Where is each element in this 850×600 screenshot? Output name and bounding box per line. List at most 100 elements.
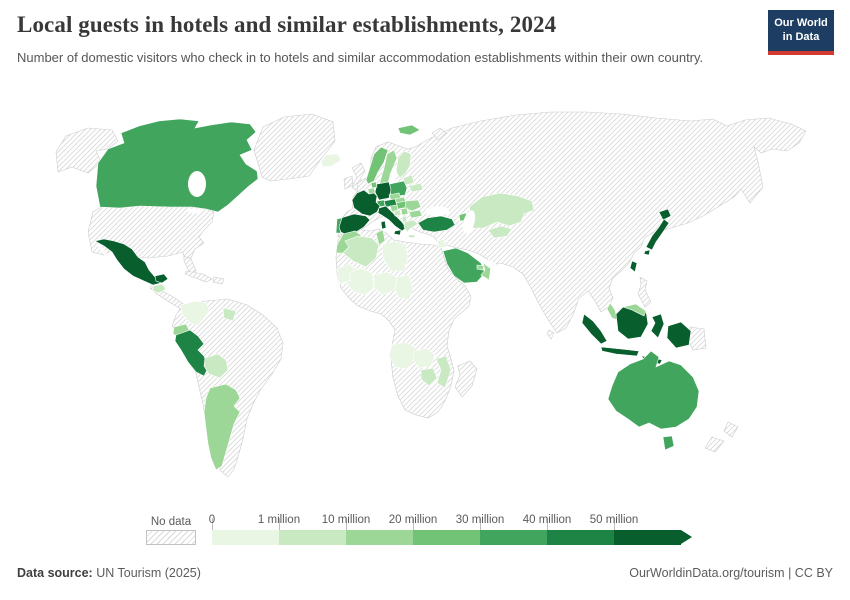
country-croatia[interactable]	[389, 204, 399, 213]
no-data-new-zealand-south[interactable]	[704, 436, 725, 453]
country-greenland[interactable]	[253, 113, 336, 182]
legend-band-30-40m[interactable]	[480, 530, 547, 545]
legend-boundary-label: 30 million	[455, 514, 505, 526]
country-japan-honshu[interactable]	[645, 218, 670, 251]
country-zimbabwe[interactable]	[420, 367, 438, 387]
country-france[interactable]	[351, 189, 381, 217]
no-data-hispaniola[interactable]	[212, 276, 225, 285]
persian-gulf	[483, 259, 501, 273]
country-kazakhstan[interactable]	[467, 192, 535, 229]
country-italy-sardinia[interactable]	[380, 220, 387, 230]
country-united-states[interactable]	[87, 205, 215, 259]
page-subtitle: Number of domestic visitors who check in…	[17, 50, 704, 65]
country-bosnia[interactable]	[393, 209, 402, 217]
legend-band-50m+[interactable]	[614, 530, 681, 545]
country-serbia[interactable]	[400, 207, 409, 216]
legend-no-data-swatch[interactable]	[146, 530, 196, 545]
country-bulgaria[interactable]	[408, 209, 423, 219]
country-indonesia-papua[interactable]	[666, 321, 692, 349]
country-libya[interactable]	[381, 240, 409, 272]
country-finland[interactable]	[395, 150, 412, 179]
country-germany[interactable]	[374, 181, 392, 201]
country-mozambique[interactable]	[435, 355, 452, 389]
no-data-novaya-zemlya[interactable]	[431, 127, 447, 141]
country-australia[interactable]	[607, 350, 700, 430]
country-colombia[interactable]	[180, 300, 211, 327]
country-italy[interactable]	[377, 205, 407, 232]
owid-logo-accent-bar	[768, 50, 834, 55]
country-zambia[interactable]	[412, 347, 436, 369]
no-data-sri-lanka[interactable]	[546, 329, 555, 340]
country-guyana[interactable]	[222, 307, 237, 322]
no-data-new-zealand-north[interactable]	[723, 421, 739, 438]
country-indonesia-sumatra[interactable]	[581, 313, 608, 345]
country-chad[interactable]	[394, 274, 414, 301]
country-greece-crete[interactable]	[407, 234, 416, 239]
world-map	[55, 111, 807, 478]
country-japan-kyushu[interactable]	[643, 249, 651, 256]
map-legend: No data 0 1 million 10 million 20 million 30…	[0, 514, 850, 554]
country-netherlands[interactable]	[370, 181, 378, 189]
country-norway-svalbard[interactable]	[397, 124, 421, 136]
no-data-philippines[interactable]	[637, 276, 652, 308]
country-united-states-florida[interactable]	[183, 255, 197, 274]
country-malaysia-borneo[interactable]	[621, 303, 647, 317]
country-turkey[interactable]	[417, 215, 456, 233]
owid-logo: Our World in Data	[768, 10, 834, 55]
legend-tick	[212, 518, 213, 530]
no-data-cuba[interactable]	[184, 270, 213, 283]
footer-source-value: UN Tourism (2025)	[96, 566, 201, 580]
country-ireland[interactable]	[343, 175, 354, 190]
footer-attribution[interactable]: OurWorldinData.org/tourism | CC BY	[629, 566, 833, 580]
country-japan-hokkaido[interactable]	[658, 208, 672, 221]
legend-tick	[279, 518, 280, 530]
country-albania[interactable]	[401, 215, 408, 223]
country-norway[interactable]	[365, 146, 389, 185]
caspian-sea	[462, 210, 476, 234]
legend-boundary-label: 40 million	[522, 514, 572, 526]
country-iceland[interactable]	[320, 153, 342, 168]
legend-tick	[614, 518, 615, 530]
country-argentina[interactable]	[203, 383, 241, 471]
country-indonesia-java[interactable]	[600, 346, 640, 357]
country-malaysia-peninsula[interactable]	[606, 302, 619, 321]
country-uae[interactable]	[476, 264, 485, 271]
legend-band-1-10m[interactable]	[279, 530, 346, 545]
country-taiwan[interactable]	[629, 260, 638, 273]
country-romania[interactable]	[404, 199, 422, 212]
legend-band-40-50m[interactable]	[547, 530, 614, 545]
country-algeria[interactable]	[342, 235, 380, 268]
black-sea	[425, 206, 449, 216]
country-mali[interactable]	[344, 267, 375, 296]
country-united-states-alaska[interactable]	[55, 127, 119, 174]
country-belarus[interactable]	[408, 182, 424, 193]
legend-boundary-label: 0	[208, 514, 216, 526]
country-canada[interactable]	[95, 118, 259, 213]
legend-band-10-20m[interactable]	[346, 530, 413, 545]
country-jordan[interactable]	[436, 238, 447, 249]
country-uzbekistan[interactable]	[487, 225, 513, 239]
country-tunisia[interactable]	[375, 229, 386, 246]
legend-boundary-label: 20 million	[388, 514, 438, 526]
legend-band-20-30m[interactable]	[413, 530, 480, 545]
country-australia-tasmania[interactable]	[662, 435, 675, 451]
country-angola[interactable]	[388, 341, 416, 370]
legend-band-0-1m[interactable]	[212, 530, 279, 545]
country-italy-sicily[interactable]	[393, 229, 402, 236]
baltic-sea	[389, 168, 397, 184]
legend-tick	[413, 518, 414, 530]
country-belgium[interactable]	[367, 187, 376, 195]
country-saudi-arabia[interactable]	[442, 247, 486, 284]
country-guatemala[interactable]	[152, 283, 167, 294]
legend-no-data-label: No data	[150, 516, 192, 528]
country-greece[interactable]	[403, 219, 419, 233]
no-data-madagascar[interactable]	[454, 360, 478, 398]
country-bolivia[interactable]	[203, 353, 229, 379]
country-portugal[interactable]	[335, 217, 343, 234]
legend-tick	[480, 518, 481, 530]
legend-no-data: No data	[146, 514, 196, 545]
country-mexico-yucatan[interactable]	[154, 273, 169, 284]
legend-tick	[346, 518, 347, 530]
country-indonesia-sulawesi[interactable]	[650, 313, 665, 339]
